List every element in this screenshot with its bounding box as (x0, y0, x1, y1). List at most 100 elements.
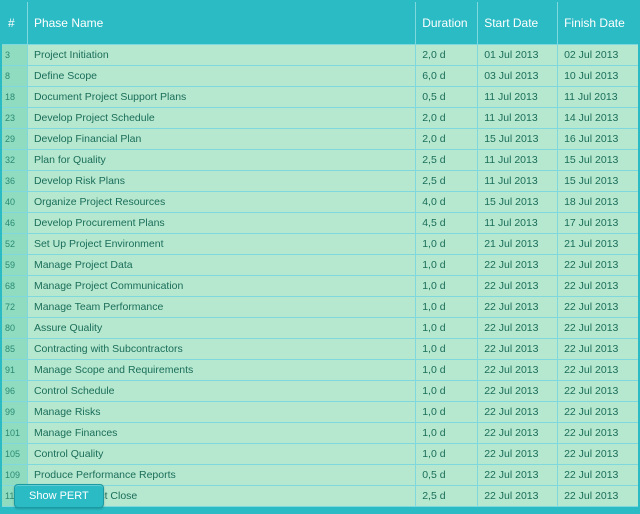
cell-start: 22 Jul 2013 (478, 486, 558, 507)
cell-duration: 1,0 d (416, 297, 478, 318)
table-row[interactable]: 96Control Schedule1,0 d22 Jul 201322 Jul… (2, 381, 638, 402)
cell-finish: 22 Jul 2013 (558, 402, 638, 423)
cell-duration: 1,0 d (416, 234, 478, 255)
cell-start: 22 Jul 2013 (478, 255, 558, 276)
table-row[interactable]: 85Contracting with Subcontractors1,0 d22… (2, 339, 638, 360)
table-row[interactable]: 72Manage Team Performance1,0 d22 Jul 201… (2, 297, 638, 318)
phase-table: # Phase Name Duration Start Date Finish … (2, 2, 638, 507)
table-row[interactable]: 80Assure Quality1,0 d22 Jul 201322 Jul 2… (2, 318, 638, 339)
cell-finish: 22 Jul 2013 (558, 255, 638, 276)
cell-start: 11 Jul 2013 (478, 171, 558, 192)
cell-num: 105 (2, 444, 28, 465)
cell-num: 72 (2, 297, 28, 318)
cell-finish: 22 Jul 2013 (558, 318, 638, 339)
cell-num: 99 (2, 402, 28, 423)
table-row[interactable]: 99Manage Risks1,0 d22 Jul 201322 Jul 201… (2, 402, 638, 423)
col-header-phase[interactable]: Phase Name (28, 2, 416, 45)
cell-finish: 22 Jul 2013 (558, 360, 638, 381)
table-row[interactable]: 105Control Quality1,0 d22 Jul 201322 Jul… (2, 444, 638, 465)
table-row[interactable]: 68Manage Project Communication1,0 d22 Ju… (2, 276, 638, 297)
cell-duration: 2,5 d (416, 171, 478, 192)
cell-num: 32 (2, 150, 28, 171)
cell-start: 22 Jul 2013 (478, 276, 558, 297)
cell-phase: Manage Risks (28, 402, 416, 423)
cell-num: 36 (2, 171, 28, 192)
cell-finish: 22 Jul 2013 (558, 276, 638, 297)
cell-start: 22 Jul 2013 (478, 297, 558, 318)
cell-finish: 15 Jul 2013 (558, 150, 638, 171)
col-header-num[interactable]: # (2, 2, 28, 45)
cell-num: 68 (2, 276, 28, 297)
cell-duration: 1,0 d (416, 339, 478, 360)
cell-phase: Manage Finances (28, 423, 416, 444)
cell-finish: 21 Jul 2013 (558, 234, 638, 255)
cell-start: 22 Jul 2013 (478, 465, 558, 486)
table-row[interactable]: 101Manage Finances1,0 d22 Jul 201322 Jul… (2, 423, 638, 444)
cell-phase: Develop Financial Plan (28, 129, 416, 150)
show-pert-button[interactable]: Show PERT (14, 484, 104, 508)
cell-duration: 1,0 d (416, 255, 478, 276)
cell-duration: 2,5 d (416, 486, 478, 507)
cell-finish: 15 Jul 2013 (558, 171, 638, 192)
cell-phase: Control Quality (28, 444, 416, 465)
col-header-start[interactable]: Start Date (478, 2, 558, 45)
cell-num: 23 (2, 108, 28, 129)
cell-start: 01 Jul 2013 (478, 45, 558, 66)
cell-finish: 22 Jul 2013 (558, 339, 638, 360)
table-row[interactable]: 91Manage Scope and Requirements1,0 d22 J… (2, 360, 638, 381)
cell-duration: 4,5 d (416, 213, 478, 234)
cell-num: 40 (2, 192, 28, 213)
cell-finish: 22 Jul 2013 (558, 444, 638, 465)
table-row[interactable]: 52Set Up Project Environment1,0 d21 Jul … (2, 234, 638, 255)
col-header-finish[interactable]: Finish Date (558, 2, 638, 45)
cell-duration: 2,0 d (416, 129, 478, 150)
cell-num: 96 (2, 381, 28, 402)
cell-start: 22 Jul 2013 (478, 423, 558, 444)
cell-phase: Project Initiation (28, 45, 416, 66)
cell-start: 11 Jul 2013 (478, 150, 558, 171)
project-phase-panel: # Phase Name Duration Start Date Finish … (0, 0, 640, 514)
table-row[interactable]: 3Project Initiation2,0 d01 Jul 201302 Ju… (2, 45, 638, 66)
table-row[interactable]: 32Plan for Quality2,5 d11 Jul 201315 Jul… (2, 150, 638, 171)
cell-start: 11 Jul 2013 (478, 87, 558, 108)
table-row[interactable]: 36Develop Risk Plans2,5 d11 Jul 201315 J… (2, 171, 638, 192)
table-row[interactable]: 18Document Project Support Plans0,5 d11 … (2, 87, 638, 108)
cell-finish: 22 Jul 2013 (558, 465, 638, 486)
cell-phase: Manage Scope and Requirements (28, 360, 416, 381)
table-row[interactable]: 8Define Scope6,0 d03 Jul 201310 Jul 2013 (2, 66, 638, 87)
cell-phase: Manage Project Communication (28, 276, 416, 297)
cell-finish: 22 Jul 2013 (558, 486, 638, 507)
cell-duration: 1,0 d (416, 444, 478, 465)
cell-start: 11 Jul 2013 (478, 213, 558, 234)
cell-finish: 22 Jul 2013 (558, 381, 638, 402)
cell-phase: Organize Project Resources (28, 192, 416, 213)
table-row[interactable]: 109Produce Performance Reports0,5 d22 Ju… (2, 465, 638, 486)
cell-duration: 1,0 d (416, 318, 478, 339)
cell-num: 18 (2, 87, 28, 108)
cell-duration: 1,0 d (416, 276, 478, 297)
table-row[interactable]: 29Develop Financial Plan2,0 d15 Jul 2013… (2, 129, 638, 150)
cell-start: 15 Jul 2013 (478, 129, 558, 150)
cell-finish: 17 Jul 2013 (558, 213, 638, 234)
cell-phase: Control Schedule (28, 381, 416, 402)
cell-num: 109 (2, 465, 28, 486)
cell-phase: Develop Project Schedule (28, 108, 416, 129)
table-row[interactable]: 23Develop Project Schedule2,0 d11 Jul 20… (2, 108, 638, 129)
cell-start: 22 Jul 2013 (478, 444, 558, 465)
cell-phase: Manage Project Data (28, 255, 416, 276)
cell-duration: 2,0 d (416, 45, 478, 66)
cell-duration: 6,0 d (416, 66, 478, 87)
cell-num: 8 (2, 66, 28, 87)
table-row[interactable]: 46Develop Procurement Plans4,5 d11 Jul 2… (2, 213, 638, 234)
cell-phase: Develop Procurement Plans (28, 213, 416, 234)
table-row[interactable]: 40Organize Project Resources4,0 d15 Jul … (2, 192, 638, 213)
cell-phase: Manage Team Performance (28, 297, 416, 318)
cell-finish: 11 Jul 2013 (558, 87, 638, 108)
cell-start: 22 Jul 2013 (478, 360, 558, 381)
col-header-duration[interactable]: Duration (416, 2, 478, 45)
cell-finish: 22 Jul 2013 (558, 423, 638, 444)
cell-phase: Contracting with Subcontractors (28, 339, 416, 360)
cell-start: 21 Jul 2013 (478, 234, 558, 255)
cell-finish: 02 Jul 2013 (558, 45, 638, 66)
table-row[interactable]: 59Manage Project Data1,0 d22 Jul 201322 … (2, 255, 638, 276)
